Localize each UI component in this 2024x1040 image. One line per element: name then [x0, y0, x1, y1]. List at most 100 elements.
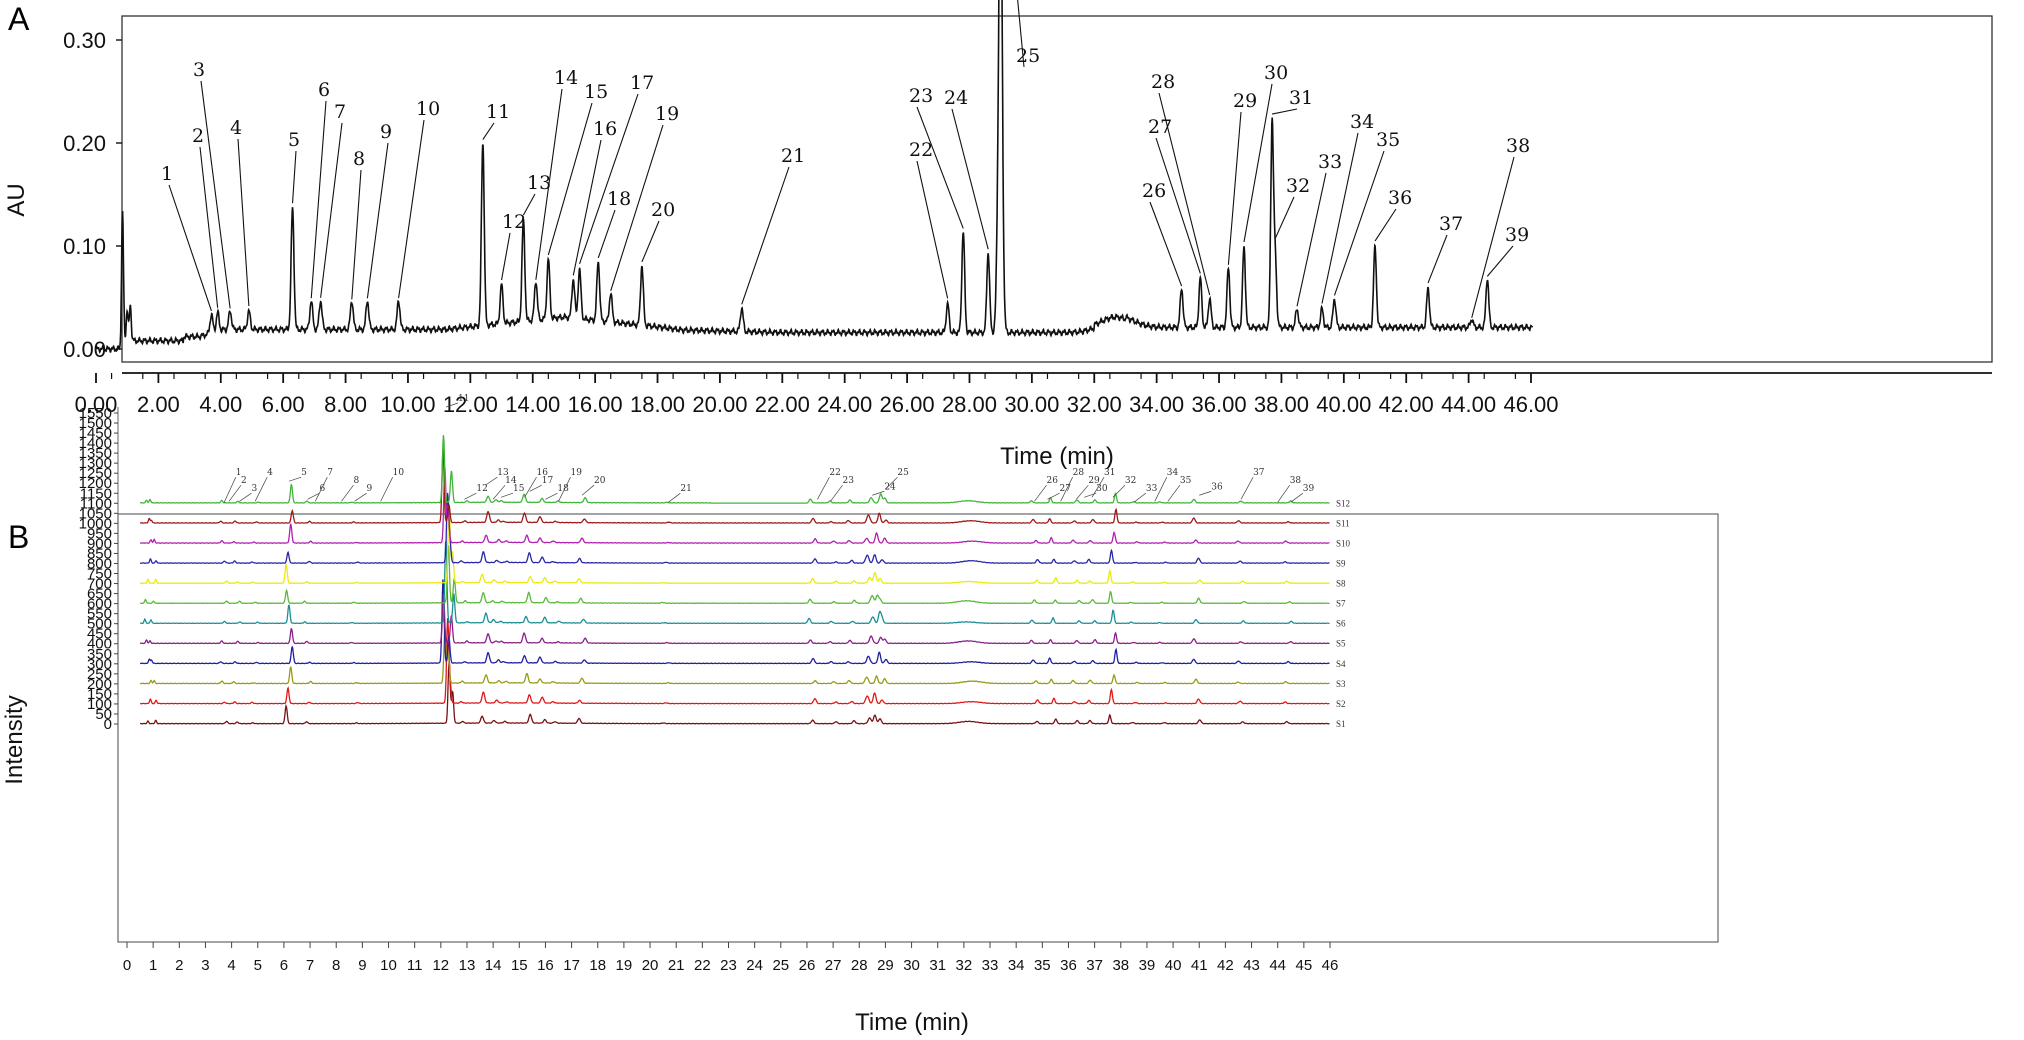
panel-a: A 0.00 0.10 0.20 0.30 0.00 2.00 4.00 6.00 8.00 1… — [3, 0, 1993, 470]
panel-b-peak-label: 5 — [301, 468, 307, 478]
panel-b-x-tick-label: 22 — [694, 957, 711, 974]
panel-a-y-tick-label: 0.10 — [63, 234, 106, 259]
panel-a-peak-label: 34 — [1350, 111, 1374, 133]
panel-a-peak-label: 4 — [230, 117, 242, 139]
panel-b-y-tick-label: 1100 — [80, 495, 112, 512]
panel-a-peak-leader — [351, 169, 362, 300]
panel-b-peak-leader — [380, 477, 393, 502]
panel-b-y-tick-label: 1200 — [79, 475, 112, 492]
panel-a-peak-leader — [1321, 132, 1359, 304]
panel-a-peak-leader — [641, 220, 660, 263]
panel-a-peak-leader — [547, 102, 593, 256]
panel-b-y-tick-label: 1450 — [79, 425, 112, 442]
panel-b-x-axis-label: Time (min) — [855, 1009, 969, 1036]
panel-b-x-tick-label: 37 — [1086, 957, 1103, 974]
panel-a-peak-leader — [522, 193, 536, 216]
panel-b-peak-label: 28 — [1073, 468, 1085, 478]
panel-b-peak-label: 3 — [251, 484, 257, 494]
panel-b-x-tick-label: 5 — [254, 957, 262, 974]
panel-b-x-tick-label: 44 — [1269, 957, 1286, 974]
panel-a-peak-leader — [482, 122, 495, 140]
panel-b-y-tick-label: 400 — [87, 636, 112, 653]
panel-a-peak-label: 27 — [1148, 116, 1172, 138]
panel-b-peak-leader — [830, 484, 843, 502]
panel-a-peak-label: 23 — [909, 85, 933, 107]
panel-b-peak-leader — [558, 477, 571, 502]
panel-a-peak-label: 39 — [1505, 224, 1529, 246]
panel-a-peak-label: 36 — [1388, 187, 1412, 209]
panel-b-peak-leader — [1277, 484, 1290, 503]
panel-a-peak-leader — [1243, 83, 1273, 243]
panel-a-x-tick-label: 26.00 — [880, 392, 935, 417]
panel-a-peak-leader — [1333, 150, 1385, 296]
panel-b: B 05010015020025030035040045050055060065… — [1, 394, 1719, 1036]
panel-a-x-tick-label: 44.00 — [1441, 392, 1496, 417]
panel-b-peak-leader — [354, 492, 367, 502]
panel-b-x-tick-label: 12 — [432, 957, 449, 974]
panel-a-peak-leader — [310, 100, 327, 299]
panel-b-peak-label: 1 — [236, 468, 242, 478]
panel-b-frame — [117, 513, 1719, 943]
panel-b-peak-leader — [1133, 492, 1147, 503]
panel-b-x-tick-label: 31 — [929, 957, 946, 974]
panel-b-peak-leader — [239, 492, 252, 502]
panel-b-x-tick-label: 28 — [851, 957, 868, 974]
panel-b-peak-leader — [1290, 492, 1303, 503]
panel-b-trace-s12 — [139, 435, 1330, 504]
panel-b-sample-label: S10 — [1336, 538, 1351, 548]
panel-b-peak-leader — [1240, 477, 1254, 500]
panel-b-y-tick-label: 1150 — [80, 485, 112, 502]
panel-b-peak-label: 12 — [476, 484, 487, 494]
panel-a-peak-label: 28 — [1151, 71, 1175, 93]
panel-a-y-axis-label: AU — [3, 183, 30, 216]
panel-b-y-tick-label: 1400 — [79, 435, 112, 452]
panel-a-peak-label: 11 — [486, 101, 510, 123]
panel-b-trace-s7 — [140, 544, 1330, 605]
panel-a-peak-label: 2 — [192, 125, 204, 147]
panel-b-sample-label: S6 — [1336, 619, 1346, 629]
panel-b-sample-label: S2 — [1336, 699, 1346, 709]
panel-b-peak-label: 39 — [1303, 484, 1315, 494]
panel-a-x-tick-label: 30.00 — [1004, 392, 1059, 417]
panel-a-peak-label: 1 — [161, 163, 173, 185]
panel-a-x-tick-label: 28.00 — [942, 392, 997, 417]
panel-b-peak-leader — [223, 477, 237, 504]
panel-b-x-tick-label: 24 — [746, 957, 763, 974]
panel-a-peak-label: 19 — [655, 103, 679, 125]
panel-b-x-tick-label: 39 — [1139, 957, 1156, 974]
panel-b-x-ticks: 0 1 2 3 4 5 6 7 8 9 10 11 12 13 14 15 16 17 18 19 20 21 22 23 24… — [123, 942, 1338, 974]
panel-b-x-tick-label: 4 — [227, 957, 235, 974]
panel-b-peak-label: 19 — [571, 468, 583, 478]
panel-a-peak-leader — [1158, 92, 1211, 296]
panel-b-peak-label: 32 — [1125, 476, 1136, 486]
panel-a-peak-label: 16 — [593, 118, 617, 140]
panel-a-peak-leader — [291, 150, 297, 204]
panel-b-y-tick-label: 1250 — [79, 465, 112, 482]
panel-a-peak-label: 14 — [554, 67, 578, 89]
panel-a-peak-leader — [572, 139, 602, 276]
panel-b-peak-leader — [228, 484, 242, 502]
panel-a-letter: A — [8, 1, 30, 37]
panel-b-peak-label: 38 — [1290, 476, 1302, 486]
panel-a-peak-label: 29 — [1233, 90, 1257, 112]
panel-b-peak-leader — [817, 477, 830, 500]
panel-b-peak-leader — [581, 484, 595, 496]
panel-b-y-tick-label: 1000 — [79, 515, 112, 532]
panel-a-peak-leader — [237, 138, 250, 307]
panel-a-peak-leader — [741, 166, 790, 305]
panel-a-peak-label: 32 — [1286, 175, 1310, 197]
panel-a-x-tick-label: 16.00 — [568, 392, 623, 417]
panel-a-peak-label: 26 — [1142, 180, 1166, 202]
panel-b-y-tick-label: 50 — [95, 706, 112, 723]
panel-b-sample-label: S12 — [1336, 498, 1350, 508]
panel-a-peak-leader — [320, 122, 343, 298]
panel-b-peak-leader — [341, 484, 354, 502]
panel-a-y-tick-label: 0.20 — [63, 131, 106, 156]
panel-a-peak-label: 35 — [1376, 129, 1400, 151]
panel-b-peak-leader — [1091, 477, 1105, 498]
panel-b-x-tick-label: 45 — [1296, 957, 1313, 974]
panel-a-x-tick-label: 32.00 — [1067, 392, 1122, 417]
panel-b-y-ticks: 0501001502002503003504004505005506006507… — [79, 405, 119, 733]
panel-b-x-tick-label: 29 — [877, 957, 894, 974]
